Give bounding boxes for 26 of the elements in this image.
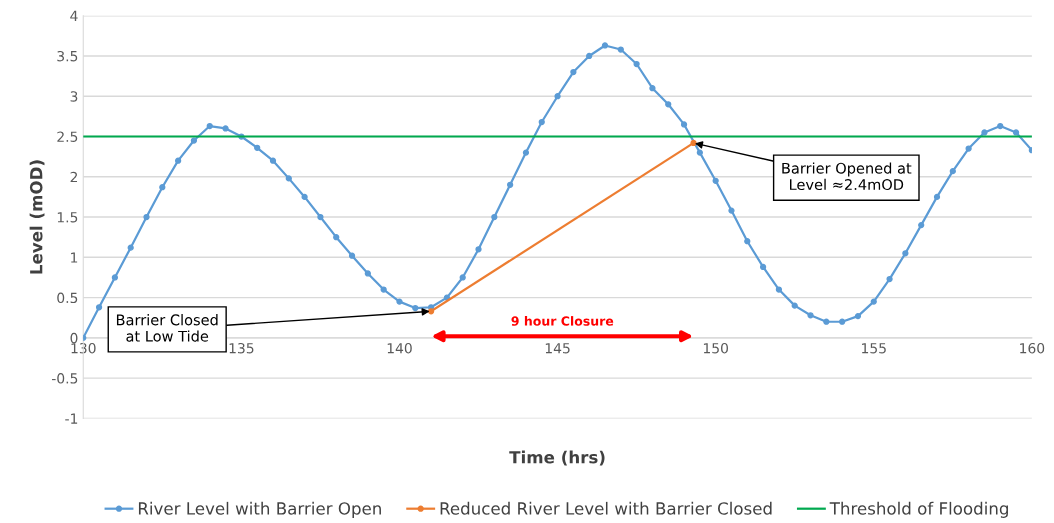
y-tick-label: 1.5 bbox=[57, 212, 78, 223]
legend-label: Threshold of Flooding bbox=[829, 501, 1008, 518]
y-tick-label: -1 bbox=[65, 413, 78, 424]
x-tick-label: 135 bbox=[229, 342, 254, 354]
x-axis-title: Time (hrs) bbox=[509, 450, 605, 466]
x-tick-label: 150 bbox=[703, 342, 728, 354]
y-tick-label: 3.5 bbox=[57, 50, 78, 62]
annotation: Barrier Closed at Low Tide bbox=[116, 314, 218, 342]
y-axis-title: Level (mOD) bbox=[29, 160, 45, 274]
y-tick-label: 3 bbox=[70, 91, 78, 102]
legend-label: Reduced River Level with Barrier Closed bbox=[440, 501, 772, 515]
y-tick-label: 2.5 bbox=[57, 131, 78, 142]
x-tick-label: 155 bbox=[862, 343, 886, 354]
x-tick-label: 130 bbox=[71, 342, 96, 354]
y-tick-label: 4 bbox=[70, 10, 78, 21]
annotation: 9 hour Closure bbox=[511, 316, 614, 326]
x-tick-label: 140 bbox=[387, 342, 412, 354]
y-tick-label: 2 bbox=[70, 171, 78, 183]
x-tick-label: 145 bbox=[545, 343, 570, 354]
y-tick-label: 0.5 bbox=[57, 292, 78, 304]
legend-label: River Level with Barrier Open bbox=[138, 501, 381, 518]
x-tick-label: 160 bbox=[1020, 342, 1045, 354]
annotation: Barrier Opened at Level ≈2.4mOD bbox=[782, 162, 912, 191]
y-tick-label: 1 bbox=[71, 252, 78, 263]
y-tick-label: 0 bbox=[70, 332, 78, 344]
y-tick-label: -0.5 bbox=[51, 373, 78, 384]
